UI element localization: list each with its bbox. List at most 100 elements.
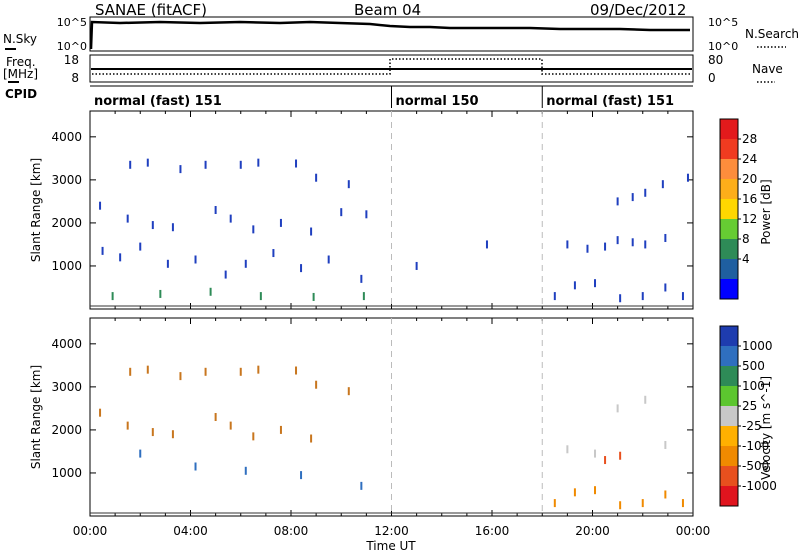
colorbar-tick-label: 28 bbox=[742, 132, 757, 146]
colorbar-swatch bbox=[720, 446, 738, 467]
colorbar-swatch bbox=[720, 406, 738, 427]
scatter-point bbox=[586, 244, 589, 253]
colorbar-frame bbox=[719, 325, 739, 507]
scatter-point bbox=[485, 240, 488, 249]
colorbar-tick-label: 500 bbox=[742, 359, 765, 373]
colorbar-swatch bbox=[720, 426, 738, 447]
scatter-point bbox=[239, 367, 242, 376]
scatter-point bbox=[594, 449, 597, 458]
scatter-point bbox=[279, 425, 282, 434]
scatter-point bbox=[151, 221, 154, 230]
velocity-y-ticks: 1000 2000 3000 4000 bbox=[51, 337, 693, 480]
scatter-point bbox=[257, 365, 260, 374]
colorbar-swatch bbox=[720, 366, 738, 387]
colorbar-swatch bbox=[720, 179, 738, 200]
scatter-point bbox=[566, 240, 569, 249]
cpid-segment-label: normal 150 bbox=[396, 94, 479, 109]
scatter-point bbox=[119, 253, 122, 262]
scatter-point bbox=[159, 289, 162, 298]
colorbar-swatch bbox=[720, 239, 738, 260]
nave-trace bbox=[92, 58, 692, 75]
colorbar-swatch bbox=[720, 279, 738, 300]
colorbar-swatch bbox=[720, 139, 738, 160]
colorbar-frame bbox=[719, 118, 739, 300]
scatter-point bbox=[631, 193, 634, 202]
scatter-point bbox=[310, 434, 313, 443]
noise-sky-trace bbox=[89, 20, 690, 50]
scatter-point bbox=[616, 236, 619, 245]
freq-left-label-2: [MHz] bbox=[3, 67, 38, 81]
power-panel: Slant Range [km] 1000 2000 3000 4000 28 24 20… bbox=[29, 110, 773, 310]
scatter-point bbox=[310, 227, 313, 236]
velocity-colorbar-label: Velocity [m s^-1] bbox=[759, 376, 773, 480]
colorbar-tick-label: 100 bbox=[742, 379, 765, 393]
freq-right-tick-top: 80 bbox=[708, 53, 723, 67]
scatter-point bbox=[295, 159, 298, 168]
x-tick-label: 04:00 bbox=[173, 524, 208, 538]
time-axis-labels: 00:00 04:00 08:00 12:00 16:00 20:00 00:00 bbox=[73, 524, 711, 538]
colorbar-swatch bbox=[720, 486, 738, 507]
scatter-point bbox=[619, 294, 622, 303]
freq-left-tick-top: 18 bbox=[64, 53, 79, 67]
y-tick-label: 4000 bbox=[51, 337, 82, 351]
station-title: SANAE (fitACF) bbox=[95, 1, 207, 19]
scatter-point bbox=[129, 367, 132, 376]
colorbar-tick-label: 16 bbox=[742, 192, 757, 206]
scatter-point bbox=[244, 466, 247, 475]
power-colorbar-label: Power [dB] bbox=[759, 179, 773, 244]
scatter-point bbox=[194, 255, 197, 264]
colorbar-tick-label: -100 bbox=[742, 439, 769, 453]
cpid-segment-label: normal (fast) 151 bbox=[94, 94, 222, 109]
scatter-point bbox=[664, 440, 667, 449]
colorbar-swatch bbox=[720, 159, 738, 180]
scatter-point bbox=[553, 499, 556, 508]
colorbar-tick-label: -500 bbox=[742, 459, 769, 473]
scatter-point bbox=[129, 160, 132, 169]
y-tick-label: 2000 bbox=[51, 423, 82, 437]
scatter-point bbox=[573, 281, 576, 290]
scatter-point bbox=[146, 365, 149, 374]
power-points bbox=[99, 158, 689, 303]
x-tick-label: 16:00 bbox=[475, 524, 510, 538]
scatter-point bbox=[300, 471, 303, 480]
scatter-point bbox=[146, 158, 149, 167]
scatter-point bbox=[166, 259, 169, 268]
scatter-point bbox=[681, 292, 684, 301]
scatter-point bbox=[179, 165, 182, 174]
scatter-point bbox=[619, 501, 622, 510]
y-tick-label: 3000 bbox=[51, 173, 82, 187]
scatter-point bbox=[171, 223, 174, 232]
scatter-point bbox=[686, 173, 689, 182]
scatter-point bbox=[415, 261, 418, 270]
scatter-point bbox=[340, 208, 343, 217]
colorbar-tick-label: 25 bbox=[742, 399, 757, 413]
colorbar-tick-label: 20 bbox=[742, 172, 757, 186]
scatter-point bbox=[664, 283, 667, 292]
scatter-point bbox=[681, 499, 684, 508]
scatter-point bbox=[204, 367, 207, 376]
scatter-point bbox=[365, 210, 368, 219]
scatter-point bbox=[101, 246, 104, 255]
power-y-ticks: 1000 2000 3000 4000 bbox=[51, 130, 693, 273]
power-y-label: Slant Range [km] bbox=[29, 158, 43, 262]
colorbar-swatch bbox=[720, 386, 738, 407]
scatter-point bbox=[151, 428, 154, 437]
scatter-point bbox=[594, 486, 597, 495]
scatter-point bbox=[244, 259, 247, 268]
scatter-point bbox=[644, 395, 647, 404]
scatter-point bbox=[229, 421, 232, 430]
scatter-point bbox=[327, 255, 330, 264]
beam-label: Beam 04 bbox=[354, 1, 422, 19]
scatter-point bbox=[644, 240, 647, 249]
scatter-point bbox=[209, 287, 212, 296]
scatter-point bbox=[99, 408, 102, 417]
scatter-point bbox=[111, 292, 114, 301]
scatter-point bbox=[204, 160, 207, 169]
x-tick-label: 00:00 bbox=[73, 524, 108, 538]
colorbar-swatch bbox=[720, 199, 738, 220]
scatter-point bbox=[179, 372, 182, 381]
colorbar-tick-label: -25 bbox=[742, 419, 762, 433]
noise-left-label: N.Sky bbox=[3, 32, 37, 46]
colorbar-tick-label: 4 bbox=[742, 252, 750, 266]
